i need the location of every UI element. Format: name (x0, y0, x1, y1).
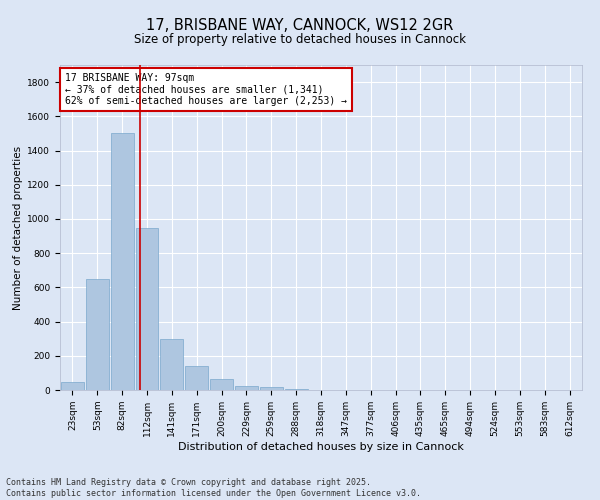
Bar (61, 382, 84, 390)
Bar (235, 386, 258, 390)
Bar (160, 338, 183, 390)
Y-axis label: Number of detached properties: Number of detached properties (13, 146, 23, 310)
Bar (86, 279, 109, 390)
Bar (111, 134, 134, 390)
Text: Size of property relative to detached houses in Cannock: Size of property relative to detached ho… (134, 32, 466, 46)
Text: Contains HM Land Registry data © Crown copyright and database right 2025.
Contai: Contains HM Land Registry data © Crown c… (6, 478, 421, 498)
Bar (185, 366, 208, 390)
Bar (285, 389, 308, 390)
Bar (260, 388, 283, 390)
X-axis label: Distribution of detached houses by size in Cannock: Distribution of detached houses by size … (178, 442, 464, 452)
Text: 17 BRISBANE WAY: 97sqm
← 37% of detached houses are smaller (1,341)
62% of semi-: 17 BRISBANE WAY: 97sqm ← 37% of detached… (65, 73, 347, 106)
Bar (136, 228, 158, 390)
Bar (210, 379, 233, 390)
Text: 17, BRISBANE WAY, CANNOCK, WS12 2GR: 17, BRISBANE WAY, CANNOCK, WS12 2GR (146, 18, 454, 32)
